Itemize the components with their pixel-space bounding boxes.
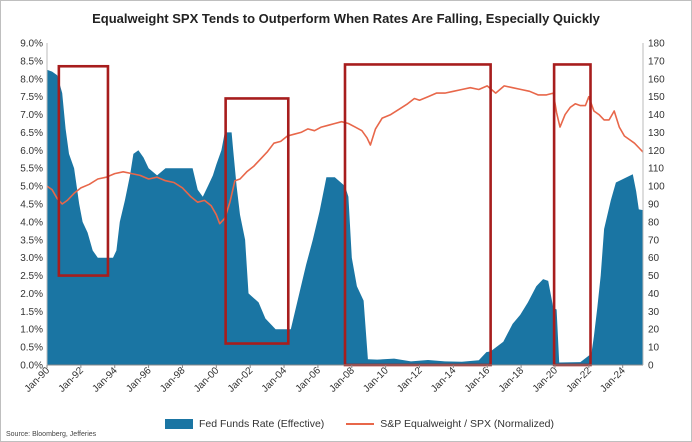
left-axis-tick-label: 6.0% xyxy=(20,146,43,157)
x-axis-tick-label: Jan-10 xyxy=(361,365,391,395)
right-axis-tick-label: 150 xyxy=(648,92,665,103)
right-axis-tick-label: 20 xyxy=(648,325,660,336)
left-axis-tick-label: 6.5% xyxy=(20,128,43,139)
x-axis-tick-label: Jan-94 xyxy=(90,365,120,395)
x-axis-tick-label: Jan-96 xyxy=(124,365,154,395)
x-axis-tick-label: Jan-24 xyxy=(598,365,628,395)
left-axis-tick-label: 4.5% xyxy=(20,200,43,211)
x-axis-tick-label: Jan-14 xyxy=(429,365,459,395)
right-axis-tick-label: 90 xyxy=(648,200,660,211)
x-axis-tick-label: Jan-00 xyxy=(192,365,222,395)
x-axis-tick-label: Jan-98 xyxy=(158,365,188,395)
left-axis-tick-label: 2.5% xyxy=(20,271,43,282)
right-axis-tick-label: 160 xyxy=(648,74,665,85)
right-axis-tick-label: 140 xyxy=(648,110,665,121)
right-axis-tick-label: 80 xyxy=(648,217,660,228)
x-axis-tick-label: Jan-92 xyxy=(57,365,87,395)
right-axis-tick-label: 120 xyxy=(648,146,665,157)
left-axis-tick-label: 4.0% xyxy=(20,217,43,228)
x-axis-tick-label: Jan-16 xyxy=(463,365,493,395)
left-axis-tick-label: 3.0% xyxy=(20,253,43,264)
x-axis-tick-label: Jan-02 xyxy=(226,365,256,395)
x-axis-tick-label: Jan-12 xyxy=(395,365,425,395)
highlight-box-2 xyxy=(224,97,290,345)
legend-label-equalweight: S&P Equalweight / SPX (Normalized) xyxy=(380,418,554,430)
right-axis-tick-label: 100 xyxy=(648,182,665,193)
source-note: Source: Bloomberg, Jefferies xyxy=(6,431,97,438)
highlight-box-4 xyxy=(552,63,592,367)
right-axis-tick-label: 110 xyxy=(648,164,664,175)
chart-title: Equalweight SPX Tends to Outperform When… xyxy=(92,11,600,26)
highlight-box-1 xyxy=(57,64,110,277)
right-axis-tick-label: 180 xyxy=(648,39,665,50)
legend-swatch-fed-funds xyxy=(165,419,193,429)
left-axis-tick-label: 0.0% xyxy=(20,361,43,372)
equalweight-line xyxy=(46,85,644,225)
left-axis-tick-label: 0.5% xyxy=(20,343,43,354)
x-axis-tick-label: Jan-04 xyxy=(260,365,290,395)
x-axis-tick-label: Jan-22 xyxy=(565,365,595,395)
legend: Fed Funds Rate (Effective) S&P Equalweig… xyxy=(165,418,554,430)
legend-label-fed-funds: Fed Funds Rate (Effective) xyxy=(199,418,325,430)
x-axis-tick-label: Jan-08 xyxy=(327,365,357,395)
x-axis-tick-label: Jan-18 xyxy=(497,365,527,395)
left-axis-tick-label: 2.0% xyxy=(20,289,43,300)
right-axis-tick-label: 40 xyxy=(648,289,660,300)
left-axis-tick-label: 8.5% xyxy=(20,56,43,67)
x-axis-tick-label: Jan-20 xyxy=(531,365,561,395)
legend-swatch-equalweight xyxy=(346,423,375,425)
left-axis-tick-label: 9.0% xyxy=(20,39,43,50)
right-axis-tick-label: 70 xyxy=(648,235,660,246)
right-axis-tick-label: 30 xyxy=(648,307,660,318)
right-axis-tick-label: 50 xyxy=(648,271,660,282)
right-axis-tick-label: 130 xyxy=(648,128,665,139)
right-axis-tick-label: 170 xyxy=(648,56,665,67)
left-axis-tick-label: 5.0% xyxy=(20,182,43,193)
left-axis-tick-label: 8.0% xyxy=(20,74,43,85)
left-axis-tick-label: 1.0% xyxy=(20,325,43,336)
x-axis-tick-label: Jan-06 xyxy=(294,365,324,395)
left-axis-tick-label: 7.0% xyxy=(20,110,43,121)
right-axis-tick-label: 0 xyxy=(648,361,654,372)
right-axis-tick-label: 60 xyxy=(648,253,660,264)
left-axis-tick-label: 1.5% xyxy=(20,307,43,318)
highlight-box-3 xyxy=(343,63,492,367)
right-axis-tick-label: 10 xyxy=(648,343,660,354)
left-axis-tick-label: 3.5% xyxy=(20,235,43,246)
left-axis-tick-label: 7.5% xyxy=(20,92,43,103)
left-axis-tick-label: 5.5% xyxy=(20,164,43,175)
